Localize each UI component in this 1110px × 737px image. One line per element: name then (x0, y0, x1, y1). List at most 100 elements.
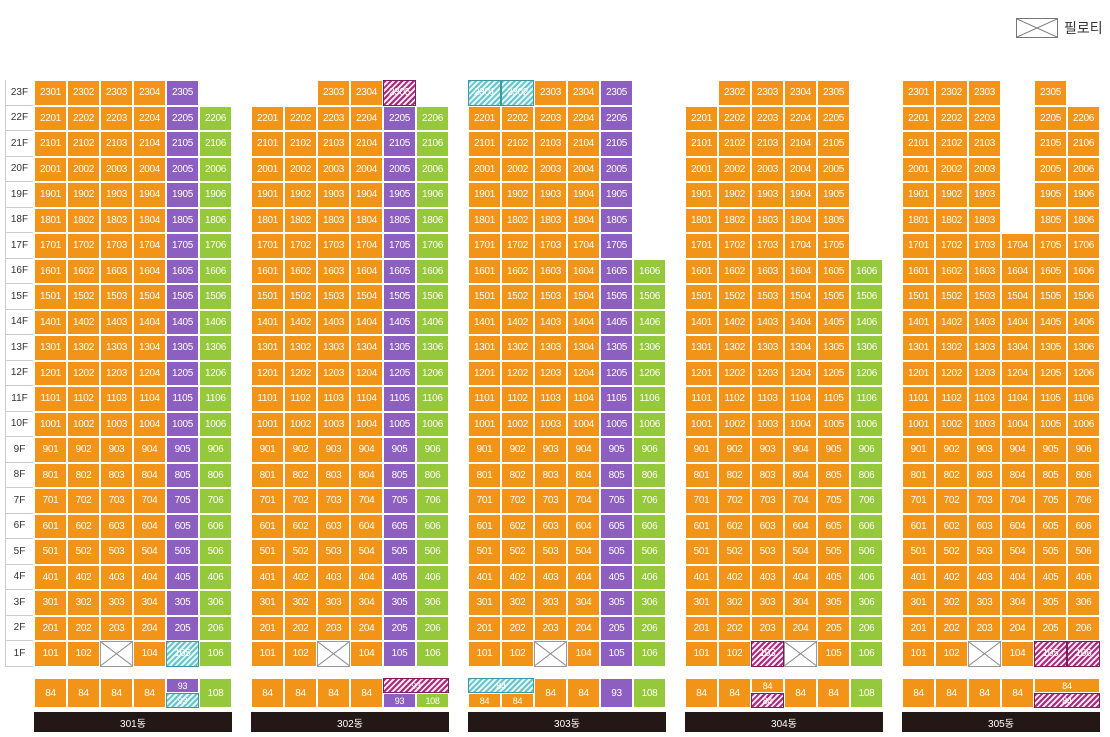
unit-cell: 1106 (199, 386, 232, 412)
unit-cell: 1206 (850, 360, 883, 386)
unit-cell: 606 (416, 513, 449, 539)
unit-cell: 903 (968, 437, 1001, 463)
unit-cell: 1403 (100, 309, 133, 335)
unit-cell: 1205 (383, 360, 416, 386)
unit-cell: 403 (751, 564, 784, 590)
unit-cell: 205 (166, 615, 199, 641)
unit-cell: 704 (350, 488, 383, 514)
unit-cell: 1903 (968, 182, 1001, 208)
unit-cell: 104 (1001, 641, 1034, 667)
unit-cell: 2103 (968, 131, 1001, 157)
building-name-bar: 301동 (34, 712, 232, 732)
unit-cell: 1303 (100, 335, 133, 361)
unit-cell: 1905 (817, 182, 850, 208)
unit-cell: 1005 (1034, 411, 1067, 437)
unit-cell: 1501 (685, 284, 718, 310)
unit-cell: 603 (534, 513, 567, 539)
unit-cell: 901 (251, 437, 284, 463)
unit-cell: 1203 (751, 360, 784, 386)
unit-cell: 1703 (968, 233, 1001, 259)
unit-cell: 2204 (133, 105, 166, 131)
unit-cell: 2304 (784, 80, 817, 106)
unit-cell: 1501 (251, 284, 284, 310)
unit-cell: 2004 (350, 156, 383, 182)
unit-cell: 1201 (902, 360, 935, 386)
unit-cell: 2205 (817, 105, 850, 131)
unit-type-cell: 84 (501, 693, 534, 708)
unit-cell: 1306 (850, 335, 883, 361)
unit-cell: 1404 (350, 309, 383, 335)
unit-cell: 803 (968, 462, 1001, 488)
unit-cell: 1203 (968, 360, 1001, 386)
unit-cell: 1204 (567, 360, 600, 386)
unit-cell: 2101 (468, 131, 501, 157)
unit-cell: 702 (501, 488, 534, 514)
unit-cell: 905 (817, 437, 850, 463)
unit-cell: 801 (468, 462, 501, 488)
unit-cell: 706 (850, 488, 883, 514)
unit-cell: 505 (1034, 539, 1067, 565)
unit-cell: 1102 (67, 386, 100, 412)
unit-cell: 1406 (416, 309, 449, 335)
unit-cell: 2201 (902, 105, 935, 131)
unit-cell: 406 (416, 564, 449, 590)
unit-cell: 1205 (1034, 360, 1067, 386)
unit-cell: 1301 (34, 335, 67, 361)
unit-cell: 1902 (501, 182, 534, 208)
unit-cell: 101 (902, 641, 935, 667)
unit-cell: 504 (784, 539, 817, 565)
unit-cell: 1601 (251, 258, 284, 284)
unit-cell: 1605 (600, 258, 633, 284)
unit-cell: 2204 (567, 105, 600, 131)
unit-cell: 802 (501, 462, 534, 488)
unit-cell: 503 (968, 539, 1001, 565)
unit-cell: 803 (317, 462, 350, 488)
unit-cell: 1004 (1001, 411, 1034, 437)
unit-cell: 2102 (284, 131, 317, 157)
unit-cell: 203 (317, 615, 350, 641)
unit-cell: 503 (751, 539, 784, 565)
unit-cell: 1503 (968, 284, 1001, 310)
floor-label: 12F (5, 360, 33, 386)
unit-cell: 2305 (166, 80, 199, 106)
unit-cell: 506 (199, 539, 232, 565)
unit-cell: 1601 (34, 258, 67, 284)
unit-cell: 1704 (567, 233, 600, 259)
unit-type-cell: 84 (751, 693, 784, 708)
unit-cell: 403 (317, 564, 350, 590)
unit-cell: 1101 (468, 386, 501, 412)
unit-cell: 1004 (567, 411, 600, 437)
unit-type-cell: 84 (133, 678, 166, 708)
unit-cell: 1806 (199, 207, 232, 233)
unit-cell: 1106 (1067, 386, 1100, 412)
unit-cell: 1505 (383, 284, 416, 310)
unit-cell: 1705 (600, 233, 633, 259)
unit-cell: 2101 (902, 131, 935, 157)
unit-type-cell: 84 (100, 678, 133, 708)
unit-cell: 1502 (284, 284, 317, 310)
unit-cell: 1206 (416, 360, 449, 386)
unit-cell: 1101 (685, 386, 718, 412)
unit-cell: 1603 (100, 258, 133, 284)
unit-cell: 305 (1034, 590, 1067, 616)
unit-cell: 303 (968, 590, 1001, 616)
unit-cell: 1905 (600, 182, 633, 208)
unit-cell: 1001 (685, 411, 718, 437)
unit-cell: 2002 (718, 156, 751, 182)
unit-cell: 2206 (199, 105, 232, 131)
unit-type-cell: 84 (317, 678, 350, 708)
unit-cell: 1105 (383, 386, 416, 412)
unit-type-cell: 93 (166, 678, 199, 693)
unit-cell: 1801 (902, 207, 935, 233)
unit-cell: 1705 (1034, 233, 1067, 259)
unit-cell: 1605 (817, 258, 850, 284)
unit-cell: 2103 (751, 131, 784, 157)
unit-cell: 904 (784, 437, 817, 463)
unit-cell: 1405 (1034, 309, 1067, 335)
unit-cell: 506 (416, 539, 449, 565)
floor-label: 7F (5, 488, 33, 514)
unit-cell: 806 (633, 462, 666, 488)
unit-cell: 1102 (718, 386, 751, 412)
unit-cell: 1206 (633, 360, 666, 386)
unit-cell: 1201 (251, 360, 284, 386)
